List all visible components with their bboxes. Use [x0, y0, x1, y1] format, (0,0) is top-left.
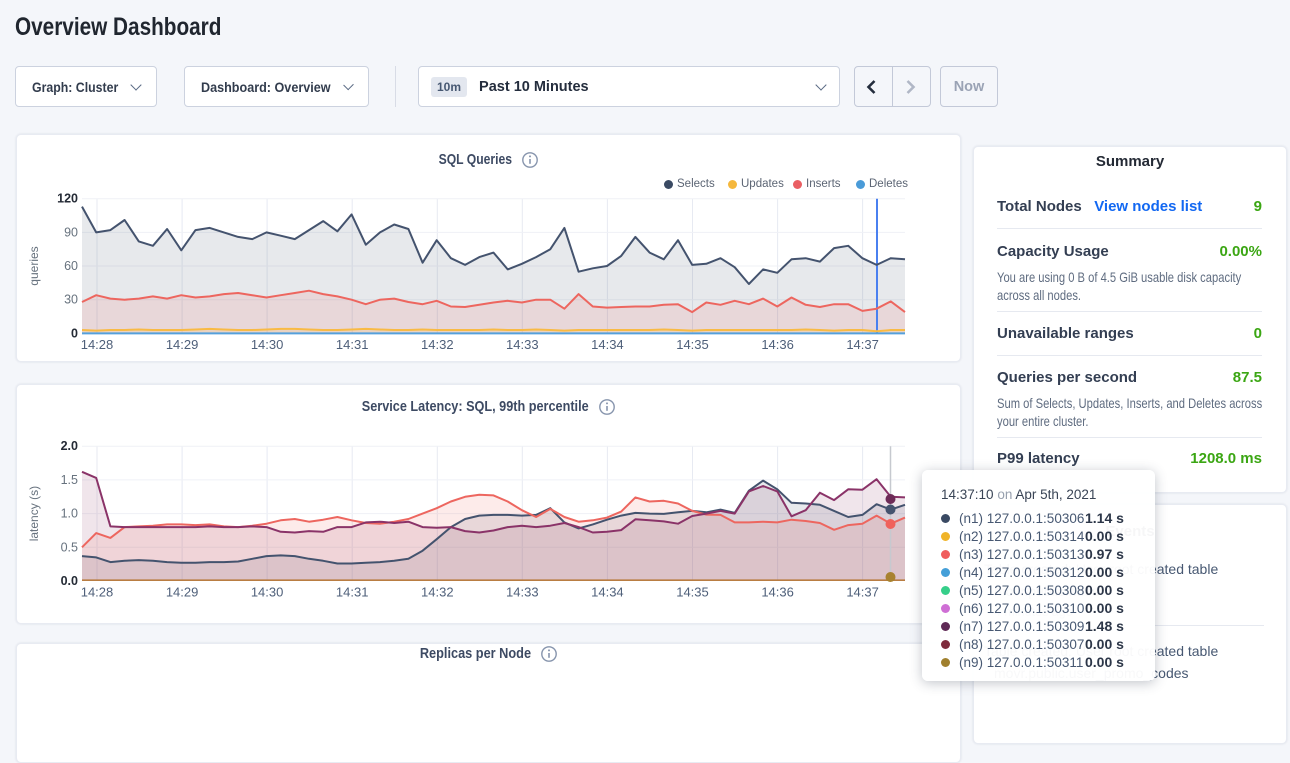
svg-text:14:30: 14:30 — [251, 337, 284, 352]
svg-text:14:30: 14:30 — [251, 585, 284, 600]
svg-text:1.0: 1.0 — [61, 507, 78, 521]
svg-text:0.0: 0.0 — [61, 574, 78, 588]
svg-text:14:31: 14:31 — [336, 585, 369, 600]
svg-text:14:31: 14:31 — [336, 337, 369, 352]
svg-text:14:32: 14:32 — [421, 585, 454, 600]
svg-text:60: 60 — [64, 259, 78, 273]
svg-text:latency (s): latency (s) — [27, 486, 41, 541]
svg-text:14:34: 14:34 — [591, 337, 624, 352]
svg-text:14:36: 14:36 — [761, 337, 794, 352]
svg-text:14:37: 14:37 — [846, 585, 879, 600]
svg-text:14:33: 14:33 — [506, 585, 539, 600]
svg-text:0: 0 — [71, 326, 78, 340]
svg-text:1.5: 1.5 — [61, 473, 78, 487]
svg-text:14:34: 14:34 — [591, 585, 624, 600]
svg-text:2.0: 2.0 — [61, 439, 78, 453]
svg-text:120: 120 — [57, 192, 78, 206]
svg-text:14:28: 14:28 — [81, 585, 114, 600]
svg-text:90: 90 — [64, 225, 78, 239]
svg-text:14:36: 14:36 — [761, 585, 794, 600]
svg-text:30: 30 — [64, 293, 78, 307]
svg-text:queries: queries — [27, 246, 41, 285]
svg-text:14:35: 14:35 — [676, 337, 709, 352]
svg-text:0.5: 0.5 — [61, 540, 78, 554]
svg-text:14:29: 14:29 — [166, 337, 199, 352]
svg-text:14:28: 14:28 — [81, 337, 114, 352]
svg-text:14:32: 14:32 — [421, 337, 454, 352]
svg-text:14:29: 14:29 — [166, 585, 199, 600]
svg-text:14:33: 14:33 — [506, 337, 539, 352]
svg-text:14:35: 14:35 — [676, 585, 709, 600]
svg-text:14:37: 14:37 — [846, 337, 879, 352]
